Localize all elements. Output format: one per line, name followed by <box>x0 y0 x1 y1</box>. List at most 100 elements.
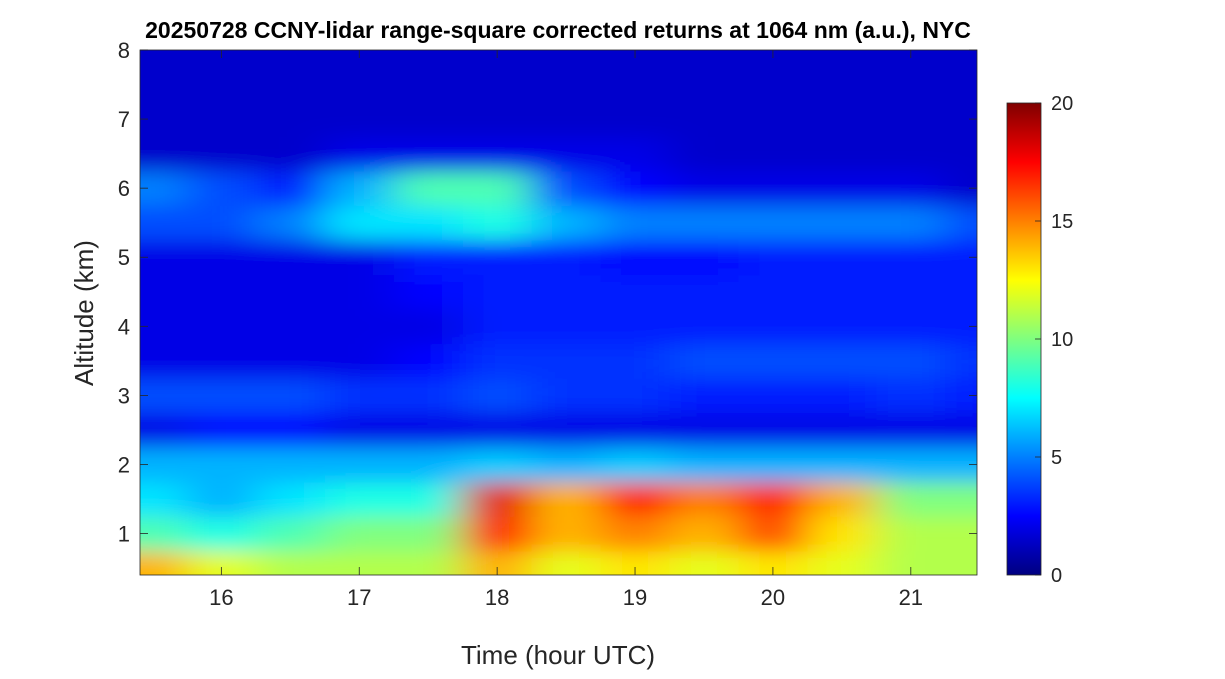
heatmap-cell <box>531 481 602 517</box>
heatmap-cell <box>945 274 977 310</box>
heatmap-cell <box>393 447 464 483</box>
heatmap-cell <box>186 412 257 448</box>
heatmap-cell <box>600 274 671 310</box>
heatmap-cell <box>669 50 739 68</box>
heatmap-cell <box>140 50 188 68</box>
heatmap-cell <box>669 516 739 552</box>
heatmap-cell <box>255 205 326 241</box>
heatmap-cell <box>669 550 739 575</box>
colorbar-tick-label: 20 <box>1051 93 1073 115</box>
heatmap-cell <box>324 136 395 172</box>
heatmap-cell <box>807 50 877 68</box>
heatmap-cell <box>393 67 464 103</box>
y-tick-label: 4 <box>118 314 130 339</box>
heatmap-cell <box>807 136 877 172</box>
heatmap-cell <box>807 101 877 137</box>
x-axis-label: Time (hour UTC) <box>461 640 655 670</box>
heatmap-cell <box>393 516 464 552</box>
heatmap-cell <box>669 412 739 448</box>
plot-area-frame <box>139 49 978 576</box>
heatmap-cell <box>255 481 326 517</box>
heatmap-cell <box>531 239 602 276</box>
heatmap-cell <box>462 67 533 103</box>
heatmap-cell <box>255 170 326 206</box>
heatmap-cell <box>255 550 326 575</box>
heatmap-cell <box>669 378 739 414</box>
heatmap-cell <box>140 67 188 103</box>
heatmap-cell <box>876 481 946 517</box>
heatmap-cell <box>186 378 257 414</box>
heatmap-cell <box>186 136 257 172</box>
heatmap-cell <box>807 481 877 517</box>
heatmap-cell <box>140 343 188 379</box>
heatmap-cell <box>186 101 257 137</box>
heatmap-cell <box>324 101 395 137</box>
heatmap-cell <box>669 343 739 379</box>
heatmap-cell <box>186 343 257 379</box>
heatmap-cell <box>531 101 602 137</box>
y-tick-label: 6 <box>118 176 130 201</box>
heatmap-cell <box>531 170 602 206</box>
heatmap-cell <box>738 205 808 241</box>
colorbar <box>1006 102 1042 576</box>
y-axis-label: Altitude (km) <box>69 240 99 386</box>
heatmap-cell <box>186 274 257 310</box>
heatmap-cell <box>600 309 671 345</box>
heatmap-cell <box>876 516 946 552</box>
heatmap-cell <box>669 309 739 345</box>
heatmap-cell <box>324 447 395 483</box>
heatmap-cell <box>393 274 464 310</box>
x-tick-label: 20 <box>761 585 785 610</box>
heatmap-cell <box>531 309 602 345</box>
heatmap-cell <box>186 205 257 241</box>
heatmap-cell <box>807 239 877 276</box>
heatmap-cell <box>738 239 808 276</box>
heatmap-cell <box>393 170 464 206</box>
heatmap-cell <box>393 550 464 575</box>
y-tick-label: 7 <box>118 107 130 132</box>
heatmap-cell <box>600 412 671 448</box>
heatmap-cell <box>186 67 257 103</box>
heatmap-cell <box>462 239 533 276</box>
heatmap-cell <box>531 50 602 68</box>
heatmap-cell <box>876 67 946 103</box>
heatmap-cell <box>600 67 671 103</box>
heatmap-cell <box>807 378 877 414</box>
heatmap-cell <box>255 50 326 68</box>
heatmap-cell <box>324 274 395 310</box>
colorbar-tick-label: 10 <box>1051 329 1073 351</box>
heatmap-cell <box>462 309 533 345</box>
heatmap-cell <box>600 516 671 552</box>
heatmap-cell <box>255 309 326 345</box>
heatmap-cell <box>738 516 808 552</box>
heatmap-cell <box>255 343 326 379</box>
heatmap-cell <box>807 67 877 103</box>
heatmap-cell <box>738 412 808 448</box>
heatmap-cell <box>255 136 326 172</box>
heatmap-cell <box>876 309 946 345</box>
heatmap-cell <box>324 239 395 276</box>
heatmap-cell <box>600 170 671 206</box>
y-tick-label: 1 <box>118 522 130 547</box>
heatmap-cell <box>807 412 877 448</box>
heatmap-cell <box>669 447 739 483</box>
heatmap-cell <box>186 447 257 483</box>
heatmap-cell <box>324 205 395 241</box>
colorbar-tick-label: 15 <box>1051 211 1073 233</box>
y-tick-label: 8 <box>118 38 130 63</box>
heatmap-cell <box>324 50 395 68</box>
heatmap-cell <box>945 550 977 575</box>
x-tick-label: 16 <box>209 585 233 610</box>
heatmap-cell <box>393 343 464 379</box>
heatmap-cell <box>255 239 326 276</box>
heatmap-cell <box>531 412 602 448</box>
heatmap-cell <box>531 67 602 103</box>
heatmap-cell <box>531 516 602 552</box>
heatmap-cell <box>669 136 739 172</box>
heatmap-cell <box>531 205 602 241</box>
heatmap-cell <box>255 274 326 310</box>
heatmap-cell <box>531 378 602 414</box>
heatmap-cell <box>186 481 257 517</box>
heatmap-cell <box>669 274 739 310</box>
heatmap-cell <box>738 378 808 414</box>
